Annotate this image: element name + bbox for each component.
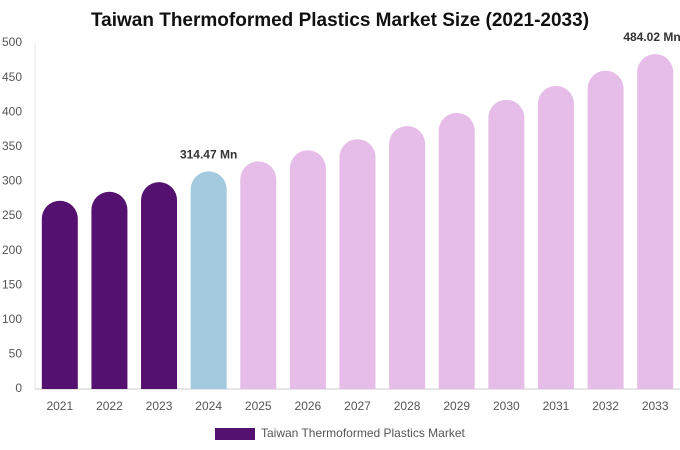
bar (240, 161, 277, 389)
x-tick-label: 2026 (295, 399, 322, 413)
y-tick-label: 250 (2, 208, 22, 222)
bar (488, 99, 525, 389)
y-tick-label: 450 (2, 70, 22, 84)
y-tick-label: 400 (2, 104, 22, 118)
legend-label: Taiwan Thermoformed Plastics Market (261, 426, 466, 440)
bar (637, 54, 674, 389)
bar (289, 150, 326, 389)
bar (438, 112, 475, 389)
bar (389, 126, 426, 390)
bar (141, 182, 178, 389)
x-tick-label: 2024 (195, 399, 222, 413)
x-tick-label: 2031 (543, 399, 570, 413)
x-tick-label: 2022 (96, 399, 123, 413)
y-tick-label: 500 (2, 35, 22, 49)
data-label: 314.47 Mn (180, 148, 237, 162)
y-tick-label: 50 (9, 347, 23, 361)
x-tick-label: 2027 (344, 399, 371, 413)
bar (41, 200, 78, 389)
x-tick-label: 2030 (493, 399, 520, 413)
y-tick-label: 300 (2, 174, 22, 188)
y-tick-label: 200 (2, 243, 22, 257)
data-label: 484.02 Mn (623, 30, 680, 44)
x-tick-label: 2032 (592, 399, 619, 413)
legend-swatch (215, 428, 255, 440)
bar (91, 191, 128, 389)
x-tick-label: 2023 (146, 399, 173, 413)
chart-title: Taiwan Thermoformed Plastics Market Size… (91, 10, 589, 31)
y-tick-label: 0 (15, 381, 22, 395)
bar (537, 85, 574, 390)
x-tick-label: 2025 (245, 399, 272, 413)
bar (587, 70, 624, 390)
x-tick-label: 2029 (443, 399, 470, 413)
x-tick-label: 2033 (642, 399, 669, 413)
bar (339, 139, 376, 389)
y-tick-label: 100 (2, 312, 22, 326)
x-tick-label: 2021 (46, 399, 73, 413)
y-tick-label: 150 (2, 277, 22, 291)
bar (190, 171, 227, 389)
y-tick-label: 350 (2, 139, 22, 153)
x-tick-label: 2028 (394, 399, 421, 413)
